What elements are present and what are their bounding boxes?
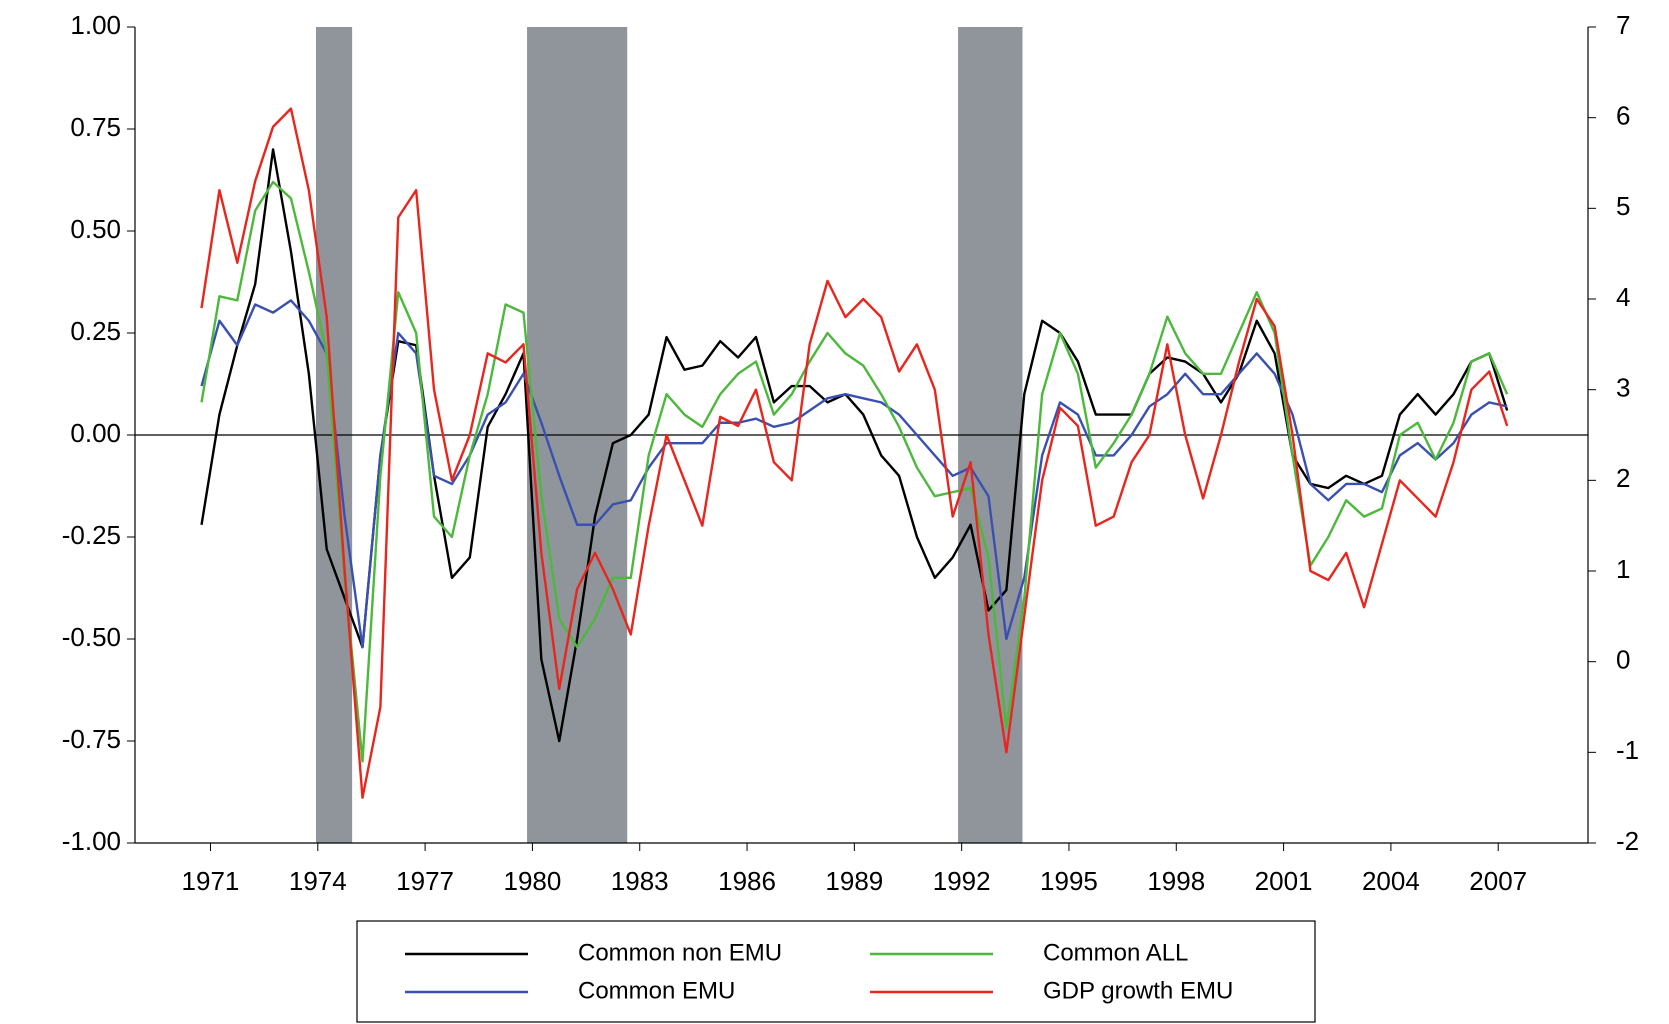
y2-tick-label: -2 — [1616, 826, 1639, 856]
y-tick-label: -0.50 — [62, 622, 121, 652]
x-tick-label: 2004 — [1362, 866, 1420, 896]
series-line — [200, 180, 1509, 763]
x-tick-label: 1980 — [503, 866, 561, 896]
y-tick-label: 1.00 — [70, 10, 121, 40]
y-tick-label: -0.25 — [62, 520, 121, 550]
y2-tick-label: 4 — [1616, 282, 1630, 312]
y2-tick-label: 7 — [1616, 10, 1630, 40]
legend-label: Common ALL — [1043, 939, 1188, 966]
series-line — [200, 107, 1509, 799]
y-tick-label: -1.00 — [62, 826, 121, 856]
y-tick-label: 0.25 — [70, 316, 121, 346]
y2-tick-label: 2 — [1616, 463, 1630, 493]
x-tick-label: 1974 — [289, 866, 347, 896]
y2-tick-label: 3 — [1616, 373, 1630, 403]
legend-label: GDP growth EMU — [1043, 977, 1233, 1004]
y-tick-label: 0.75 — [70, 112, 121, 142]
legend-label: Common non EMU — [578, 939, 782, 966]
y2-tick-label: 5 — [1616, 191, 1630, 221]
x-tick-label: 1995 — [1040, 866, 1098, 896]
x-tick-label: 1983 — [611, 866, 669, 896]
y2-tick-label: 1 — [1616, 554, 1630, 584]
legend-box — [356, 920, 1316, 1023]
y2-tick-label: -1 — [1616, 735, 1639, 765]
x-tick-label: 1989 — [825, 866, 883, 896]
x-tick-label: 1998 — [1147, 866, 1205, 896]
x-tick-label: 1971 — [182, 866, 240, 896]
x-tick-label: 2007 — [1469, 866, 1527, 896]
x-tick-label: 1977 — [396, 866, 454, 896]
y2-tick-label: 0 — [1616, 645, 1630, 675]
x-tick-label: 1992 — [933, 866, 991, 896]
x-tick-label: 1986 — [718, 866, 776, 896]
legend-label: Common EMU — [578, 977, 735, 1004]
y-tick-label: 0.00 — [70, 418, 121, 448]
y-tick-label: -0.75 — [62, 724, 121, 754]
y2-tick-label: 6 — [1616, 101, 1630, 131]
y-tick-label: 0.50 — [70, 214, 121, 244]
x-tick-label: 2001 — [1255, 866, 1313, 896]
